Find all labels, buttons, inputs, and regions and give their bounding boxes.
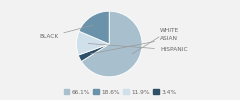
Text: ASIAN: ASIAN [91,36,178,54]
Wedge shape [79,11,109,44]
Wedge shape [81,11,142,77]
Text: WHITE: WHITE [132,28,179,54]
Wedge shape [78,44,109,61]
Legend: 66.1%, 18.6%, 11.9%, 3.4%: 66.1%, 18.6%, 11.9%, 3.4% [61,87,179,97]
Wedge shape [76,31,109,55]
Text: HISPANIC: HISPANIC [88,44,188,52]
Text: BLACK: BLACK [39,25,94,39]
